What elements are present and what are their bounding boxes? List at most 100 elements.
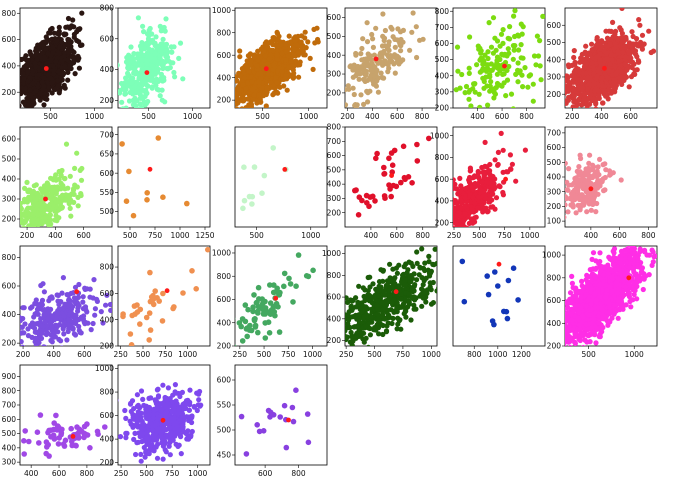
scatter-point <box>74 150 80 156</box>
scatter-point <box>65 69 71 75</box>
y-tick-label: 550 <box>100 188 115 197</box>
scatter-point <box>49 79 55 86</box>
scatter-point <box>240 97 247 103</box>
scatter-point <box>112 89 117 94</box>
scatter-point <box>482 206 488 212</box>
y-tick-label: 200 <box>327 89 342 98</box>
scatter-point <box>447 212 452 217</box>
scatter-point <box>531 53 538 59</box>
scatter-point <box>646 28 652 34</box>
scatter-point <box>20 215 22 221</box>
scatter-point <box>466 65 472 71</box>
x-tick-label: 800 <box>416 231 431 240</box>
x-tick-label: 1000 <box>299 112 318 121</box>
scatter-point <box>591 79 597 86</box>
scatter-point <box>79 10 85 16</box>
scatter-point <box>7 236 12 241</box>
centroid-marker <box>502 63 507 69</box>
scatter-point <box>506 63 512 70</box>
scatter-point <box>584 97 590 103</box>
x-tick-label: 200 <box>565 112 580 121</box>
scatter-point <box>603 50 609 56</box>
scatter-point <box>277 84 283 90</box>
scatter-point <box>535 53 542 59</box>
scatter-point <box>21 212 27 218</box>
scatter-point <box>371 52 377 58</box>
scatter-point <box>381 35 388 41</box>
scatter-point <box>576 164 582 170</box>
scatter-point <box>453 181 458 187</box>
scatter-point <box>364 20 370 26</box>
scatter-point <box>605 56 612 63</box>
scatter-point <box>72 71 78 77</box>
scatter-point <box>90 320 96 327</box>
scatter-point <box>147 25 153 32</box>
scatter-point <box>372 198 378 204</box>
scatter-point <box>0 224 1 229</box>
scatter-point <box>235 91 240 97</box>
scatter-point <box>386 39 392 45</box>
x-tick-label: 600 <box>390 112 405 121</box>
scatter-point <box>457 188 463 194</box>
scatter-point <box>130 212 137 219</box>
scatter-point <box>270 67 276 73</box>
scatter-point <box>619 81 625 87</box>
x-tick-label: 1000 <box>170 231 189 240</box>
scatter-point <box>68 213 74 219</box>
scatter-point <box>533 62 539 68</box>
scatter-point <box>576 195 582 201</box>
scatter-point <box>616 58 622 64</box>
scatter-point <box>472 89 478 95</box>
scatter-point <box>606 68 612 74</box>
scatter-point <box>599 38 605 44</box>
x-tick-label: 500 <box>123 231 138 240</box>
scatter-point <box>414 158 421 164</box>
scatter-point <box>518 42 524 48</box>
scatter-point <box>569 62 575 68</box>
scatter-point <box>608 36 614 42</box>
scatter-point <box>171 69 177 76</box>
scatter-point <box>9 332 14 337</box>
scatter-point <box>575 101 581 107</box>
scatter-point <box>569 182 575 188</box>
scatter-point <box>409 29 415 35</box>
scatter-point <box>480 66 486 72</box>
scatter-points <box>565 8 657 108</box>
scatter-point <box>617 25 623 31</box>
scatter-point <box>307 55 313 62</box>
scatter-point <box>245 80 251 86</box>
scatter-point <box>593 106 599 108</box>
scatter-point <box>472 180 478 187</box>
scatter-point <box>299 44 305 50</box>
scatter-point <box>157 48 163 54</box>
scatter-point <box>160 194 166 200</box>
scatter-point <box>0 229 2 234</box>
x-tick-label: 1000 <box>183 112 202 121</box>
scatter-point <box>595 68 601 74</box>
scatter-point <box>295 50 301 56</box>
scatter-point <box>503 93 509 99</box>
scatter-point <box>22 86 28 92</box>
scatter-point <box>45 50 51 57</box>
scatter-point <box>437 234 442 239</box>
scatter-point <box>237 54 243 60</box>
y-tick-label: 600 <box>100 169 115 178</box>
scatter-point <box>494 54 501 60</box>
scatter-point <box>488 44 495 50</box>
scatter-point <box>475 170 482 176</box>
scatter-point <box>158 28 164 34</box>
scatter-point <box>53 58 59 64</box>
x-tick-label: 1000 <box>301 231 320 240</box>
y-tick-label: 400 <box>435 71 450 80</box>
scatter-point <box>603 93 609 99</box>
scatter-point <box>240 205 246 212</box>
scatter-point <box>594 35 600 41</box>
scatter-point <box>27 75 33 81</box>
scatter-point <box>31 225 37 227</box>
scatter-point <box>184 200 190 207</box>
scatter-point <box>270 92 276 98</box>
scatter-point <box>484 164 490 170</box>
scatter-point <box>125 66 132 72</box>
x-tick-label: 500 <box>142 112 157 121</box>
scatter-point <box>507 24 513 30</box>
